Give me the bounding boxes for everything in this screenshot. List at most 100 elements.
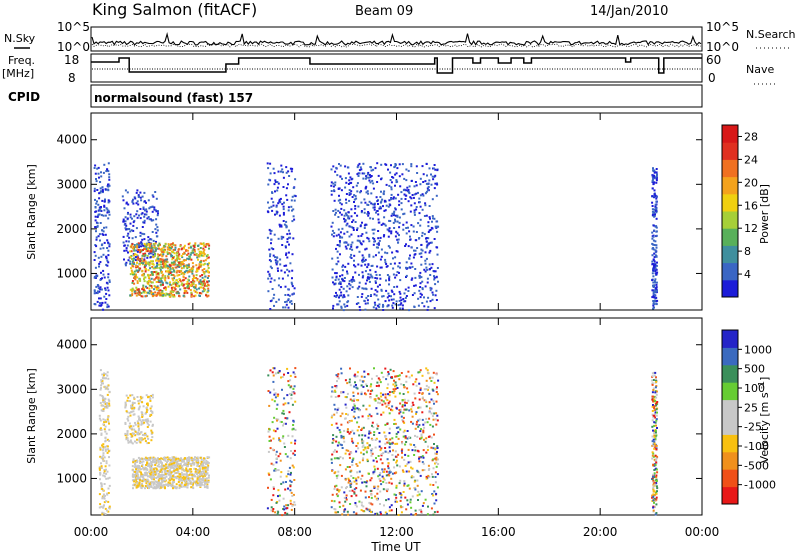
- power-echo-cell: [348, 282, 351, 285]
- power-echo-cell: [348, 189, 351, 192]
- power-echo-cell: [390, 232, 393, 235]
- power-echo-cell: [651, 296, 654, 299]
- velocity-echo-cell: [362, 457, 365, 460]
- power-echo-cell: [150, 277, 153, 280]
- velocity-echo-cell: [276, 513, 279, 516]
- velocity-echo-cell: [279, 452, 282, 455]
- power-echo-cell: [654, 194, 657, 197]
- power-echo-cell: [207, 294, 210, 297]
- power-echo-cell: [401, 173, 404, 176]
- power-echo-cell: [123, 223, 126, 226]
- velocity-echo-cell: [128, 400, 131, 402]
- velocity-echo-cell: [204, 480, 207, 483]
- power-echo-cell: [157, 212, 159, 215]
- power-echo-cell: [136, 216, 139, 219]
- power-echo-cell: [405, 276, 407, 278]
- power-echo-cell: [164, 243, 167, 246]
- power-echo-cell: [177, 248, 180, 251]
- velocity-echo-cell: [289, 485, 292, 488]
- power-echo-cell: [385, 163, 388, 166]
- power-echo-cell: [651, 242, 654, 245]
- power-echo-cell: [153, 278, 156, 281]
- velocity-echo-cell: [287, 384, 290, 387]
- velocity-echo-cell: [283, 446, 286, 448]
- power-echo-cell: [372, 232, 375, 235]
- velocity-echo-cell: [396, 459, 398, 462]
- power-echo-cell: [132, 202, 135, 205]
- power-echo-cell: [654, 291, 657, 294]
- power-echo-cell: [392, 221, 395, 224]
- power-echo-cell: [188, 255, 191, 258]
- velocity-echo-cell: [140, 487, 143, 490]
- velocity-echo-cell: [355, 494, 358, 497]
- power-echo-cell: [128, 236, 131, 239]
- power-echo-cell: [164, 294, 167, 297]
- power-echo-cell: [172, 242, 174, 245]
- power-echo-cell: [138, 244, 140, 247]
- power-echo-cell: [282, 186, 285, 188]
- velocity-echo-cell: [425, 401, 428, 403]
- power-echo-cell: [364, 186, 367, 189]
- power-echo-cell: [337, 216, 340, 218]
- power-echo-cell: [142, 260, 145, 263]
- velocity-echo-cell: [287, 434, 290, 437]
- power-echo-cell: [373, 301, 376, 304]
- velocity-echo-cell: [385, 397, 388, 400]
- power-echo-cell: [98, 262, 101, 265]
- power-echo-cell: [162, 283, 164, 286]
- velocity-echo-cell: [286, 507, 289, 510]
- power-echo-cell: [196, 279, 199, 282]
- power-echo-cell: [426, 187, 429, 190]
- power-echo-cell: [294, 178, 297, 181]
- power-echo-cell: [96, 300, 99, 303]
- velocity-echo-cell: [139, 419, 142, 422]
- power-echo-cell: [167, 270, 170, 273]
- power-echo-cell: [165, 292, 168, 295]
- power-echo-cell: [354, 221, 357, 223]
- power-echo-cell: [100, 288, 103, 291]
- velocity-echo-cell: [377, 401, 380, 404]
- velocity-echo-cell: [424, 399, 427, 402]
- velocity-echo-cell: [193, 463, 196, 466]
- velocity-echo-cell: [203, 474, 206, 477]
- power-echo-cell: [126, 234, 129, 237]
- velocity-echo-cell: [108, 428, 111, 431]
- power-echo-cell: [108, 281, 111, 283]
- velocity-echo-cell: [136, 461, 139, 463]
- power-echo-cell: [280, 224, 283, 227]
- velocity-echo-cell: [344, 478, 347, 481]
- velocity-echo-cell: [387, 383, 390, 386]
- velocity-echo-cell: [421, 411, 424, 414]
- power-echo-cell: [430, 183, 433, 186]
- velocity-echo-cell: [149, 468, 152, 471]
- velocity-echo-cell: [287, 504, 290, 507]
- velocity-echo-cell: [273, 367, 276, 370]
- power-echo-cell: [185, 283, 188, 286]
- velocity-echo-cell: [418, 457, 420, 460]
- power-echo-cell: [180, 267, 183, 270]
- velocity-echo-cell: [107, 492, 110, 494]
- velocity-echo-cell: [279, 420, 282, 423]
- power-echo-cell: [276, 256, 278, 259]
- power-echo-cell: [343, 209, 346, 212]
- velocity-echo-cell: [397, 453, 400, 456]
- power-echo-cell: [341, 274, 344, 277]
- power-echo-cell: [144, 248, 146, 250]
- frequency-trace: [91, 57, 702, 74]
- velocity-echo-cell: [149, 456, 152, 459]
- velocity-echo-cell: [371, 503, 374, 506]
- velocity-echo-cell: [150, 429, 153, 432]
- power-echo-cell: [334, 170, 337, 173]
- power-echo-cell: [651, 260, 654, 263]
- power-echo-cell: [148, 252, 150, 255]
- velocity-echo-cell: [352, 391, 355, 394]
- power-echo-cell: [186, 280, 189, 283]
- power-echo-cell: [415, 208, 418, 211]
- velocity-echo-cell: [370, 437, 373, 440]
- velocity-echo-cell: [416, 494, 419, 497]
- velocity-echo-cell: [138, 484, 140, 487]
- power-echo-cell: [431, 227, 434, 230]
- power-echo-cell: [405, 189, 408, 192]
- power-echo-cell: [194, 244, 197, 247]
- velocity-echo-cell: [394, 381, 397, 384]
